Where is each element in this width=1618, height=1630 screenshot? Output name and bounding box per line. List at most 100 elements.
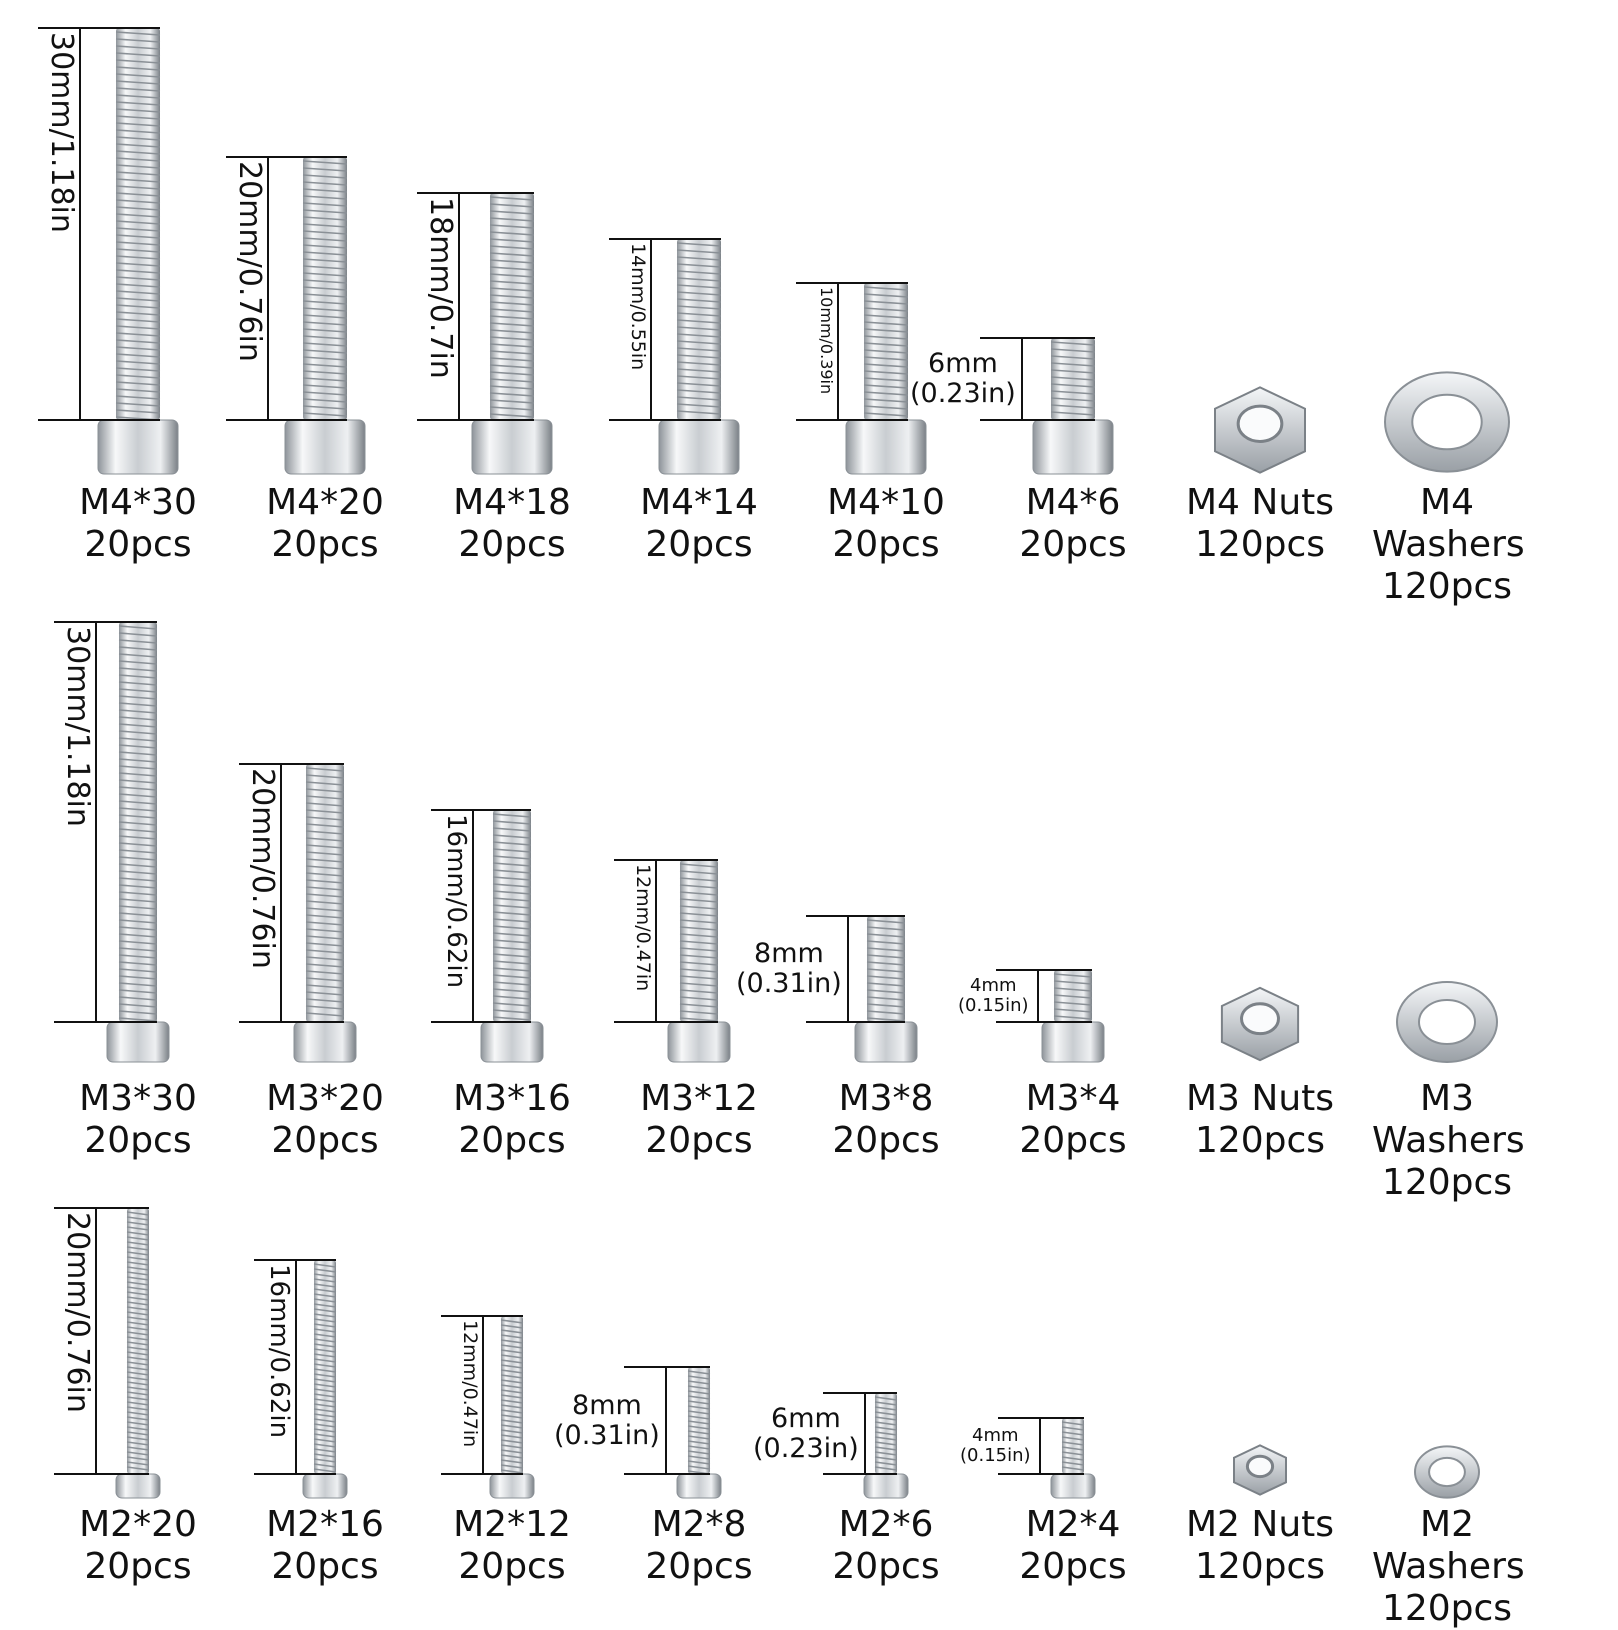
item-caption: M4*20 20pcs	[250, 482, 400, 566]
item-name-line2: Washers	[1372, 1120, 1525, 1161]
item-count: 120pcs	[1381, 566, 1513, 607]
dimension-inch: (0.31in)	[736, 968, 842, 999]
item-name: M3*12	[640, 1078, 758, 1119]
screw-icon	[1032, 338, 1114, 475]
item-caption: M2*4 20pcs	[998, 1504, 1148, 1588]
item-count: 20pcs	[832, 1546, 940, 1587]
item-caption: M3 Nuts 120pcs	[1185, 1078, 1335, 1162]
item-name-line2: Washers	[1372, 524, 1525, 565]
item-count: 120pcs	[1381, 1162, 1513, 1203]
item-caption: M3 Washers 120pcs	[1372, 1078, 1525, 1204]
item-name: M3 Nuts	[1185, 1078, 1335, 1119]
item-count: 20pcs	[1019, 524, 1127, 565]
dimension-label: 16mm/0.62in	[441, 814, 471, 989]
item-count: 120pcs	[1194, 1120, 1326, 1161]
screw-icon	[302, 1260, 348, 1499]
item-caption: M4 Nuts 120pcs	[1185, 482, 1335, 566]
item-count: 20pcs	[84, 1120, 192, 1161]
item-caption: M2*20 20pcs	[63, 1504, 213, 1588]
item-count: 20pcs	[271, 1546, 379, 1587]
item-name: M4*6	[1025, 482, 1121, 523]
dimension-mm: 8mm	[754, 938, 824, 969]
item-name: M2*4	[1025, 1504, 1121, 1545]
washer-icon	[1384, 371, 1510, 473]
item-caption: M4*18 20pcs	[437, 482, 587, 566]
screw-icon	[489, 1316, 535, 1499]
dimension-inch: (0.31in)	[554, 1419, 660, 1451]
item-name: M2*6	[838, 1504, 934, 1545]
screw-icon	[863, 1393, 909, 1499]
item-count: 20pcs	[458, 1120, 566, 1161]
dimension-mm: 4mm	[970, 975, 1017, 996]
item-caption: M2 Washers 120pcs	[1372, 1504, 1525, 1630]
item-count: 20pcs	[458, 524, 566, 565]
screw-icon	[1050, 1418, 1096, 1499]
item-name: M2*16	[266, 1504, 384, 1545]
screw-icon	[1041, 970, 1105, 1063]
dimension-label: 12mm/0.47in	[632, 864, 654, 992]
item-name: M3*8	[838, 1078, 934, 1119]
item-caption: M2*8 20pcs	[624, 1504, 774, 1588]
screw-icon	[480, 810, 544, 1063]
washer-icon	[1414, 1445, 1480, 1499]
item-count: 20pcs	[832, 1120, 940, 1161]
item-caption: M4*6 20pcs	[998, 482, 1148, 566]
dimension-label: 20mm/0.76in	[60, 1212, 95, 1413]
item-name: M4*20	[266, 482, 384, 523]
item-count: 20pcs	[645, 1120, 753, 1161]
dimension-mm: 8mm	[572, 1389, 642, 1421]
dimension-label: 10mm/0.39in	[817, 287, 836, 395]
dimension-label: 30mm/1.18in	[60, 626, 95, 827]
item-name: M2*20	[79, 1504, 197, 1545]
dimension-label: 14mm/0.55in	[627, 243, 649, 371]
item-count: 20pcs	[645, 1546, 753, 1587]
dimension-label: 12mm/0.47in	[459, 1320, 481, 1448]
item-caption: M3*8 20pcs	[811, 1078, 961, 1162]
item-caption: M3*4 20pcs	[998, 1078, 1148, 1162]
dimension-label: 4mm (0.15in)	[958, 976, 1029, 1016]
item-name: M4*18	[453, 482, 571, 523]
item-count: 20pcs	[84, 1546, 192, 1587]
item-name: M3*20	[266, 1078, 384, 1119]
item-name: M4*14	[640, 482, 758, 523]
item-name: M2*8	[651, 1504, 747, 1545]
item-caption: M3*20 20pcs	[250, 1078, 400, 1162]
dimension-mm: 4mm	[972, 1425, 1019, 1446]
item-caption: M4 Washers 120pcs	[1372, 482, 1525, 608]
item-caption: M4*14 20pcs	[624, 482, 774, 566]
item-count: 20pcs	[271, 524, 379, 565]
dimension-label: 20mm/0.76in	[245, 768, 280, 969]
item-caption: M2 Nuts 120pcs	[1185, 1504, 1335, 1588]
dimension-label: 8mm (0.31in)	[554, 1389, 660, 1451]
screw-icon	[106, 622, 170, 1063]
dimension-label: 20mm/0.76in	[232, 161, 267, 362]
screw-icon	[854, 916, 918, 1063]
item-name: M2*12	[453, 1504, 571, 1545]
item-name: M4 Nuts	[1185, 482, 1335, 523]
item-count: 20pcs	[832, 524, 940, 565]
item-name: M4*10	[827, 482, 945, 523]
screw-icon	[293, 764, 357, 1063]
item-caption: M2*6 20pcs	[811, 1504, 961, 1588]
screw-icon	[115, 1208, 161, 1499]
item-name: M3	[1420, 1078, 1474, 1119]
screw-icon	[284, 157, 366, 475]
item-caption: M3*12 20pcs	[624, 1078, 774, 1162]
item-count: 120pcs	[1194, 524, 1326, 565]
hex-nut-icon	[1233, 1444, 1287, 1496]
dimension-label: 18mm/0.7in	[423, 197, 458, 379]
dimension-label: 6mm (0.23in)	[910, 349, 1016, 409]
hex-nut-icon	[1220, 986, 1300, 1062]
item-count: 120pcs	[1194, 1546, 1326, 1587]
dimension-inch: (0.23in)	[910, 378, 1016, 409]
screw-icon	[845, 283, 927, 475]
dimension-label: 30mm/1.18in	[44, 32, 79, 233]
item-count: 20pcs	[1019, 1546, 1127, 1587]
item-count: 20pcs	[458, 1546, 566, 1587]
item-count: 20pcs	[1019, 1120, 1127, 1161]
dimension-label: 16mm/0.62in	[264, 1264, 294, 1439]
dimension-mm: 6mm	[771, 1402, 841, 1434]
item-name: M3*16	[453, 1078, 571, 1119]
